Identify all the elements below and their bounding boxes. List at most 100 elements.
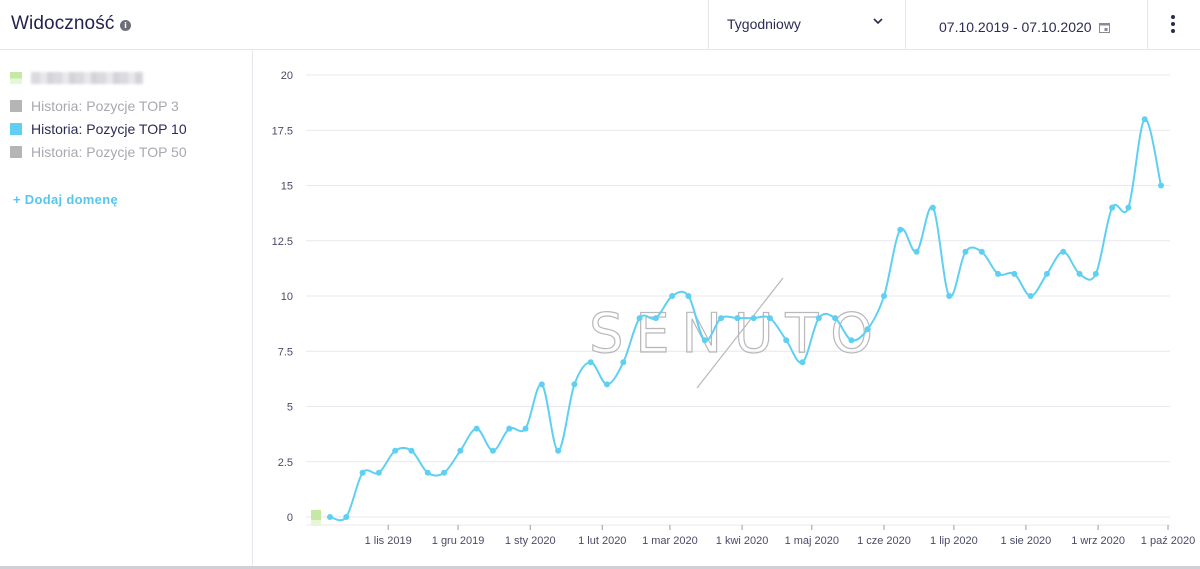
x-tick-label: 1 kwi 2020	[716, 535, 769, 547]
legend-item-top50[interactable]: Historia: Pozycje TOP 50	[10, 143, 187, 161]
series-line-top10	[329, 118, 1162, 522]
y-tick-label: 15	[281, 181, 293, 193]
data-point	[604, 381, 610, 388]
legend-item-top3[interactable]: Historia: Pozycje TOP 3	[10, 97, 179, 115]
data-point	[359, 469, 366, 476]
visibility-chart: 0 2.5 5 7.5 10 12.5 15 17.5 20 1 lis 2019 1 gru 20…	[272, 70, 1196, 547]
x-tick-label: 1 paź 2020	[1141, 535, 1195, 547]
info-icon[interactable]: i	[120, 20, 131, 31]
legend-item-top10[interactable]: Historia: Pozycje TOP 10	[10, 120, 187, 138]
data-point	[1158, 182, 1164, 189]
legend-swatch	[10, 146, 22, 158]
data-point	[1043, 270, 1050, 277]
x-tick-label: 1 sty 2020	[505, 535, 556, 547]
x-tick-label: 1 wrz 2020	[1071, 535, 1125, 547]
data-point	[620, 359, 627, 366]
x-tick-label: 1 lis 2019	[365, 535, 412, 547]
data-point	[652, 315, 659, 322]
x-tick-label: 1 lip 2020	[930, 535, 978, 547]
data-point	[734, 315, 741, 322]
y-tick-label: 0	[287, 512, 293, 524]
data-point	[848, 337, 855, 344]
y-tick-label: 10	[281, 291, 293, 303]
legend-label: Historia: Pozycje TOP 50	[31, 144, 187, 160]
data-point	[962, 248, 969, 255]
legend-swatch	[10, 100, 22, 112]
y-tick-label: 7.5	[278, 346, 293, 358]
data-point	[832, 315, 839, 322]
data-point	[815, 315, 822, 322]
data-point	[669, 293, 676, 299]
data-point	[913, 248, 920, 255]
y-tick-label: 2.5	[278, 457, 293, 469]
data-point	[685, 293, 692, 299]
more-options-button[interactable]	[1147, 0, 1200, 49]
y-tick-label: 12.5	[272, 236, 293, 248]
watermark-slash	[696, 277, 784, 389]
calendar-icon	[1099, 23, 1110, 33]
data-point	[555, 447, 562, 454]
data-point	[766, 315, 773, 322]
chart-area: 0 2.5 5 7.5 10 12.5 15 17.5 20 1 lis 2019 1 gru 20…	[254, 50, 1200, 569]
y-tick-label: 17.5	[272, 125, 293, 137]
x-tick-label: 1 cze 2020	[857, 535, 911, 547]
period-dropdown[interactable]: Tygodniowy	[708, 0, 905, 49]
legend-swatch	[10, 123, 22, 135]
data-point	[946, 293, 953, 299]
data-point	[1060, 248, 1067, 255]
blurred-domain-label	[31, 72, 143, 84]
header-bar: Widoczność i Tygodniowy 07.10.2019 - 07.…	[0, 0, 1200, 50]
data-point	[375, 469, 382, 476]
period-value: Tygodniowy	[727, 16, 801, 32]
watermark-text: SENUTO	[589, 302, 885, 365]
data-point	[636, 315, 643, 322]
data-point	[897, 226, 904, 233]
data-point	[343, 514, 350, 520]
data-point	[1092, 270, 1099, 277]
x-tick-label: 1 sie 2020	[1001, 535, 1052, 547]
data-point	[1076, 270, 1083, 277]
data-point	[750, 315, 757, 322]
domain-series-marker-fade	[311, 520, 321, 526]
date-range-value: 07.10.2019 - 07.10.2020	[939, 19, 1092, 35]
data-point	[995, 270, 1002, 277]
data-point	[1109, 204, 1116, 211]
data-point	[473, 425, 480, 432]
data-point	[1027, 293, 1034, 299]
domain-series-marker	[311, 510, 321, 520]
legend-item-domain[interactable]	[10, 69, 143, 87]
more-vertical-icon	[1171, 22, 1175, 26]
data-point	[392, 447, 399, 454]
date-range-picker[interactable]: 07.10.2019 - 07.10.2020	[905, 0, 1147, 49]
x-tick-label: 1 lut 2020	[578, 535, 626, 547]
data-point	[799, 359, 806, 366]
x-tick-label: 1 maj 2020	[785, 535, 839, 547]
data-point	[522, 425, 529, 432]
add-domain-link[interactable]: + Dodaj domenę	[13, 192, 118, 207]
data-point	[718, 315, 725, 322]
chevron-down-icon	[873, 18, 883, 25]
y-tick-label: 5	[287, 402, 293, 414]
page-title: Widoczność	[11, 13, 115, 34]
x-tick-label: 1 mar 2020	[642, 535, 698, 547]
data-point	[538, 381, 545, 388]
data-point	[587, 359, 594, 366]
data-point	[457, 447, 464, 454]
data-point	[1125, 204, 1132, 211]
data-point	[783, 337, 790, 344]
data-point	[864, 326, 871, 333]
data-point	[1141, 116, 1148, 123]
data-point	[441, 469, 448, 476]
more-vertical-icon	[1171, 15, 1175, 19]
data-point	[929, 204, 936, 211]
data-point	[506, 425, 513, 432]
data-point	[881, 293, 887, 299]
data-point	[489, 447, 496, 454]
data-point	[1011, 270, 1018, 277]
legend-swatch	[10, 72, 22, 84]
data-point	[424, 469, 431, 476]
legend-label: Historia: Pozycje TOP 3	[31, 98, 179, 114]
more-vertical-icon	[1171, 29, 1175, 33]
data-point	[327, 514, 333, 520]
y-tick-label: 20	[281, 70, 293, 82]
